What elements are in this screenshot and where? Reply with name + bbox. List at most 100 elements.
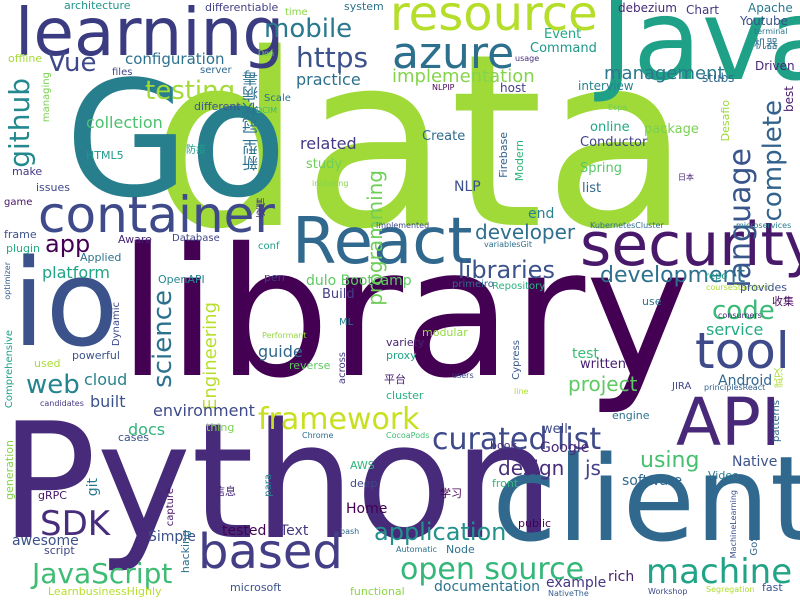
cloud-word: Dynamic	[111, 302, 122, 347]
cloud-word: package	[644, 122, 699, 137]
cloud-word: 平台	[384, 373, 406, 386]
cloud-word: DCIM	[256, 106, 278, 115]
cloud-word: use	[642, 295, 662, 308]
cloud-word: front	[492, 477, 519, 490]
cloud-word: engine	[612, 409, 650, 422]
cloud-word: including	[312, 179, 349, 188]
cloud-word: js	[585, 456, 601, 480]
cloud-word: patterns	[771, 400, 782, 442]
cloud-word: practice	[296, 70, 361, 89]
cloud-word: open source	[400, 552, 585, 587]
cloud-word: Simple	[148, 529, 196, 545]
cloud-word: management	[604, 63, 725, 84]
cloud-word: based	[198, 524, 343, 580]
cloud-word: rich	[608, 569, 635, 585]
cloud-word: fast	[762, 581, 783, 594]
cloud-word: design	[498, 456, 565, 480]
cloud-word: Create	[422, 129, 466, 144]
cloud-word: azure	[392, 28, 515, 79]
cloud-word: candidates	[40, 399, 84, 408]
cloud-word: Google	[540, 440, 590, 456]
cloud-word: principlesReact	[704, 383, 766, 392]
cloud-word: learning	[15, 0, 285, 71]
cloud-word: different	[194, 100, 241, 113]
cloud-word: Event	[544, 27, 582, 42]
cloud-word: built	[90, 392, 126, 411]
cloud-word: optimizer	[3, 262, 12, 300]
cloud-word: NLPIP	[432, 83, 455, 92]
cloud-word: Driven	[755, 59, 795, 73]
cloud-word: container	[38, 186, 275, 244]
cloud-word: 疫情	[257, 198, 268, 218]
cloud-word: awesome	[12, 533, 79, 549]
cloud-word: guide	[258, 342, 303, 361]
cloud-word: frame	[4, 228, 37, 241]
cloud-word: AWS	[350, 459, 375, 472]
cloud-word: Firebase	[497, 132, 510, 178]
cloud-word: complete	[758, 100, 788, 222]
cloud-word: cloud	[84, 370, 128, 389]
cloud-word: bash	[340, 527, 360, 536]
cloud-word: service	[706, 320, 764, 339]
cloud-word: public	[518, 517, 552, 530]
cloud-word: Android	[718, 373, 773, 389]
cloud-word: across	[337, 352, 348, 385]
cloud-word: Youtube	[740, 14, 788, 28]
cloud-word: collection	[86, 113, 163, 132]
cloud-word: study	[306, 157, 343, 172]
cloud-word: files	[112, 67, 133, 78]
cloud-word: managing	[41, 72, 52, 123]
cloud-word: Don	[258, 49, 275, 58]
cloud-word: capture	[165, 488, 176, 527]
cloud-word: configuration	[125, 50, 225, 68]
cloud-word: Node	[446, 543, 475, 556]
cloud-word: functional	[350, 585, 405, 598]
cloud-word: users	[452, 371, 474, 380]
cloud-word: 新型 冠状病毒	[242, 70, 261, 172]
cloud-word: 武汉	[775, 368, 786, 388]
cloud-word: best	[782, 86, 796, 112]
cloud-word: microsoft	[230, 581, 282, 594]
cloud-word: mobile	[264, 14, 353, 44]
cloud-word: Apache	[748, 1, 793, 15]
cloud-word: Espa	[608, 103, 628, 112]
cloud-word: Native	[732, 454, 778, 470]
cloud-word: JIRA	[672, 381, 692, 392]
cloud-word: Comprehensive	[4, 330, 15, 409]
cloud-word: documentation	[434, 579, 541, 595]
cloud-word: book	[490, 439, 517, 452]
cloud-word: Vue	[48, 48, 97, 78]
cloud-word: debezium	[618, 1, 677, 15]
cloud-word: thing	[206, 421, 235, 434]
cloud-word: powerful	[72, 349, 120, 362]
cloud-word: development	[600, 263, 746, 288]
cloud-word: reverse	[289, 359, 331, 372]
cloud-word: well	[542, 422, 568, 437]
cloud-word: HTML5	[86, 149, 124, 162]
cloud-word: data	[150, 2, 691, 282]
cloud-word: 防疫	[186, 145, 206, 156]
cloud-word: differentiable	[205, 1, 279, 14]
cloud-word: time	[285, 7, 308, 18]
cloud-word: docs	[128, 420, 166, 439]
cloud-word: framework	[258, 402, 420, 437]
cloud-word: 学习	[440, 487, 462, 500]
cloud-word: test	[572, 346, 599, 362]
cloud-word: git	[85, 478, 101, 497]
cloud-word: issues	[36, 181, 70, 194]
cloud-word: Performant	[262, 331, 307, 340]
cloud-word: stubs	[702, 71, 735, 85]
cloud-word: Database	[172, 233, 220, 244]
cloud-word: gRPC	[38, 489, 67, 502]
cloud-word: 信息	[214, 485, 236, 498]
cloud-word: software	[622, 473, 683, 489]
cloud-word: Segregation	[706, 585, 755, 594]
cloud-word: KubernetesCluster	[590, 221, 664, 230]
cloud-word: Automatic	[396, 545, 438, 554]
cloud-word: NLP	[454, 179, 481, 195]
cloud-word: Build	[322, 287, 355, 302]
cloud-word: tool	[695, 322, 790, 380]
cloud-word: Engineering	[200, 302, 221, 410]
cloud-word: provides	[740, 281, 788, 294]
